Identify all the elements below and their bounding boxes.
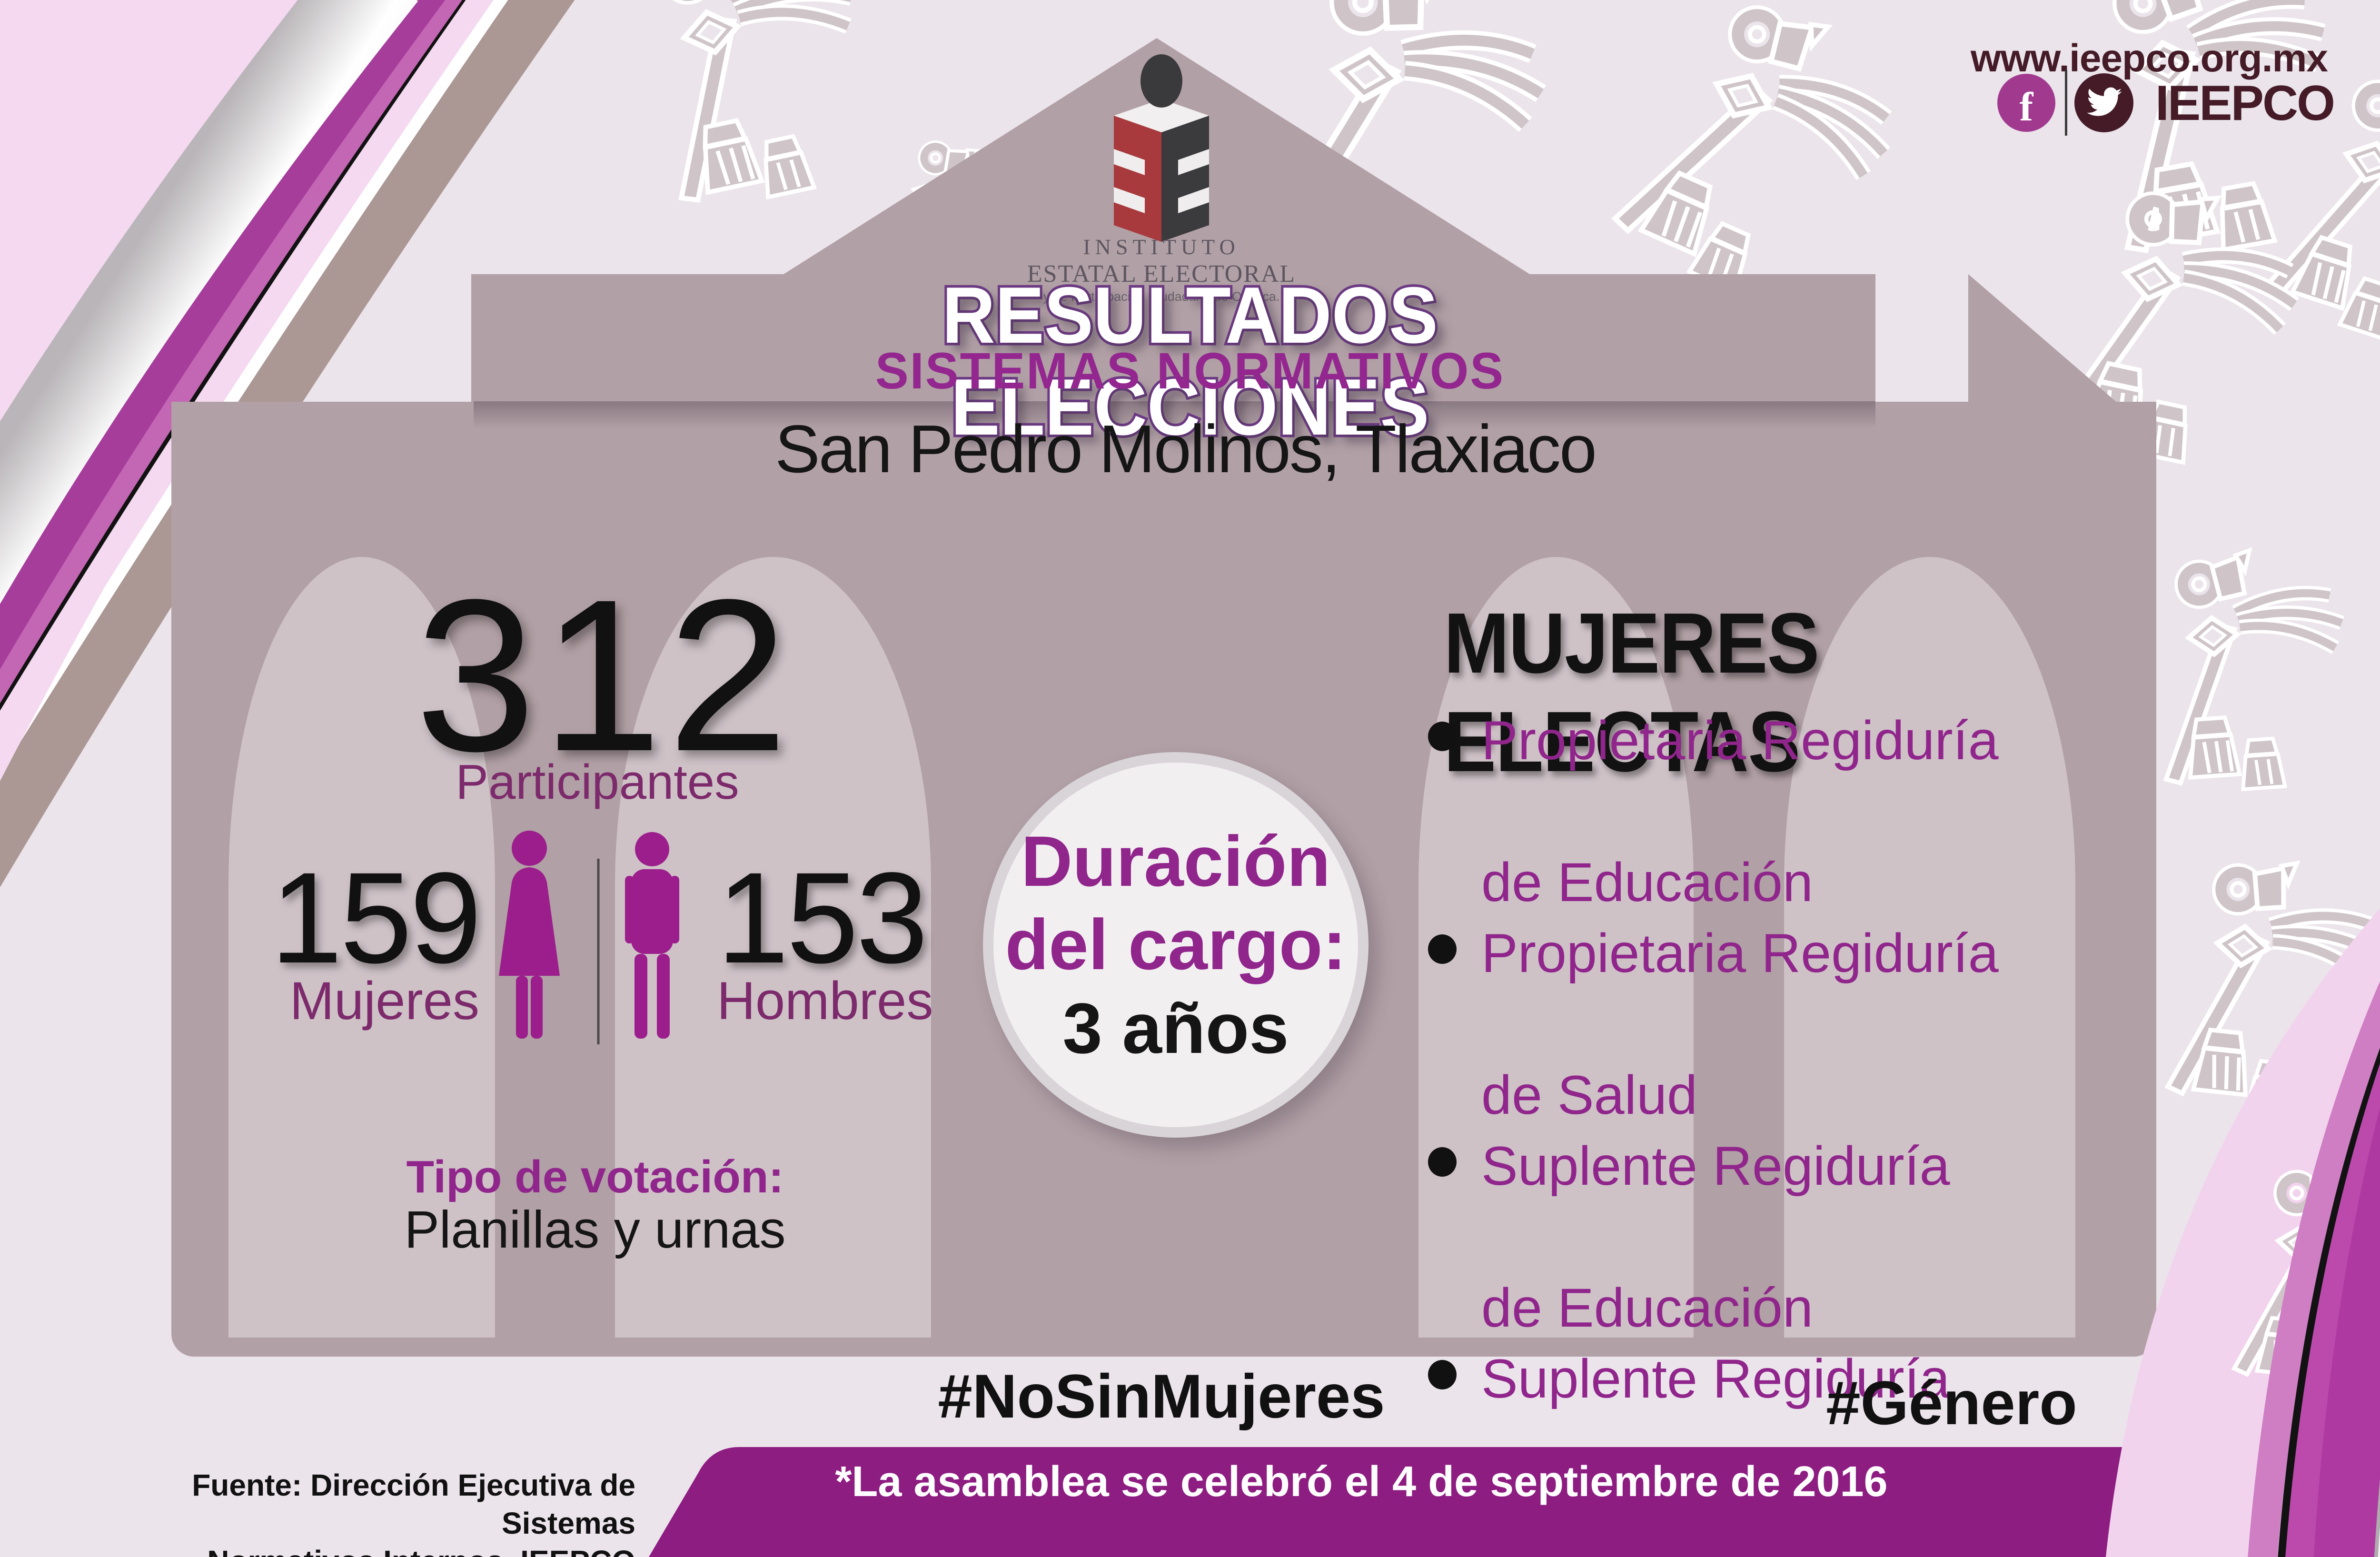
logo-institute-line2: ESTATAL ELECTORAL	[1027, 260, 1296, 288]
elected-women-list: Propietaria Regiduría de Educación Propi…	[1428, 705, 2152, 1557]
source-note: Fuente: Dirección Ejecutiva de Sistemas …	[71, 1466, 635, 1557]
bullet-icon	[1428, 722, 1457, 751]
cornice-shadow	[474, 401, 1875, 429]
list-item: Propietaria Regiduría de Educación	[1428, 705, 2152, 918]
elected-item-text: de Educación	[1481, 852, 1813, 913]
elected-item-text: de Educación	[1481, 1278, 1813, 1339]
hashtag-genero: #Género	[1826, 1368, 2077, 1438]
term-value: 3 años	[1062, 988, 1289, 1068]
participants-label: Participantes	[456, 754, 739, 809]
website-url: www.ieepco.org.mx	[1970, 37, 2328, 80]
bullet-icon	[1428, 1147, 1457, 1177]
elected-item-text: de Salud	[1481, 1065, 1697, 1126]
term-label-line2: del cargo:	[1005, 904, 1347, 985]
facebook-icon: f	[1997, 74, 2055, 132]
arch-window	[1418, 557, 1694, 1338]
participants-count: 312	[415, 555, 794, 796]
term-label-line1: Duración	[1021, 821, 1331, 901]
logo-institute-line3: y de Participación Ciudadana de Oaxaca.	[1043, 289, 1280, 304]
elected-item-text: Suplente Regiduría	[1481, 1349, 1950, 1409]
voting-type-label: Tipo de votación:	[406, 1151, 784, 1202]
twitter-icon	[2074, 73, 2133, 132]
source-line1: Fuente: Dirección Ejecutiva de Sistemas	[192, 1468, 635, 1540]
brand-name: IEEPCO	[2155, 76, 2335, 131]
women-label: Mujeres	[289, 971, 479, 1031]
municipality-name: San Pedro Molinos, Tlaxiaco	[775, 411, 1597, 487]
gender-icons	[499, 831, 679, 1044]
page-title: RESULTADOS ELECCIONES	[940, 268, 1440, 455]
elected-women-title: MUJERES ELECTAS	[1444, 595, 1820, 790]
building-cornice	[471, 274, 1875, 403]
hashtag-nosinmujeres: #NoSinMujeres	[938, 1361, 1385, 1431]
term-duration-badge: Duración del cargo: 3 años	[983, 752, 1368, 1138]
bullet-icon	[1428, 1360, 1457, 1389]
elected-item-text: Suplente Regiduría	[1481, 1136, 1950, 1197]
women-count: 159	[270, 845, 482, 990]
list-item: Suplente Regiduría de Educación	[1428, 1131, 2152, 1344]
female-icon	[499, 831, 560, 1039]
assembly-date-note: *La asamblea se celebró el 4 de septiemb…	[835, 1458, 1888, 1506]
list-item: Propietaria Regiduría de Salud	[1428, 918, 2152, 1131]
men-count: 153	[717, 845, 928, 990]
source-line2: Normativos Internos. IEEPCO	[71, 1542, 635, 1557]
arch-window	[1784, 557, 2075, 1338]
men-label: Hombres	[717, 971, 933, 1031]
ballot-box-icon	[1114, 54, 1209, 242]
elected-item-text: Propietaria Regiduría	[1481, 710, 1999, 771]
elected-item-text: Propietaria Regiduría	[1481, 923, 1999, 984]
bullet-icon	[1428, 934, 1457, 964]
social-divider	[2065, 70, 2067, 136]
voting-type-value: Planillas y urnas	[404, 1200, 786, 1259]
logo-institute-line1: INSTITUTO	[1083, 235, 1240, 259]
arch-window	[228, 557, 495, 1338]
page-subtitle: SISTEMAS NORMATIVOS	[875, 342, 1505, 399]
male-icon	[625, 832, 679, 1039]
